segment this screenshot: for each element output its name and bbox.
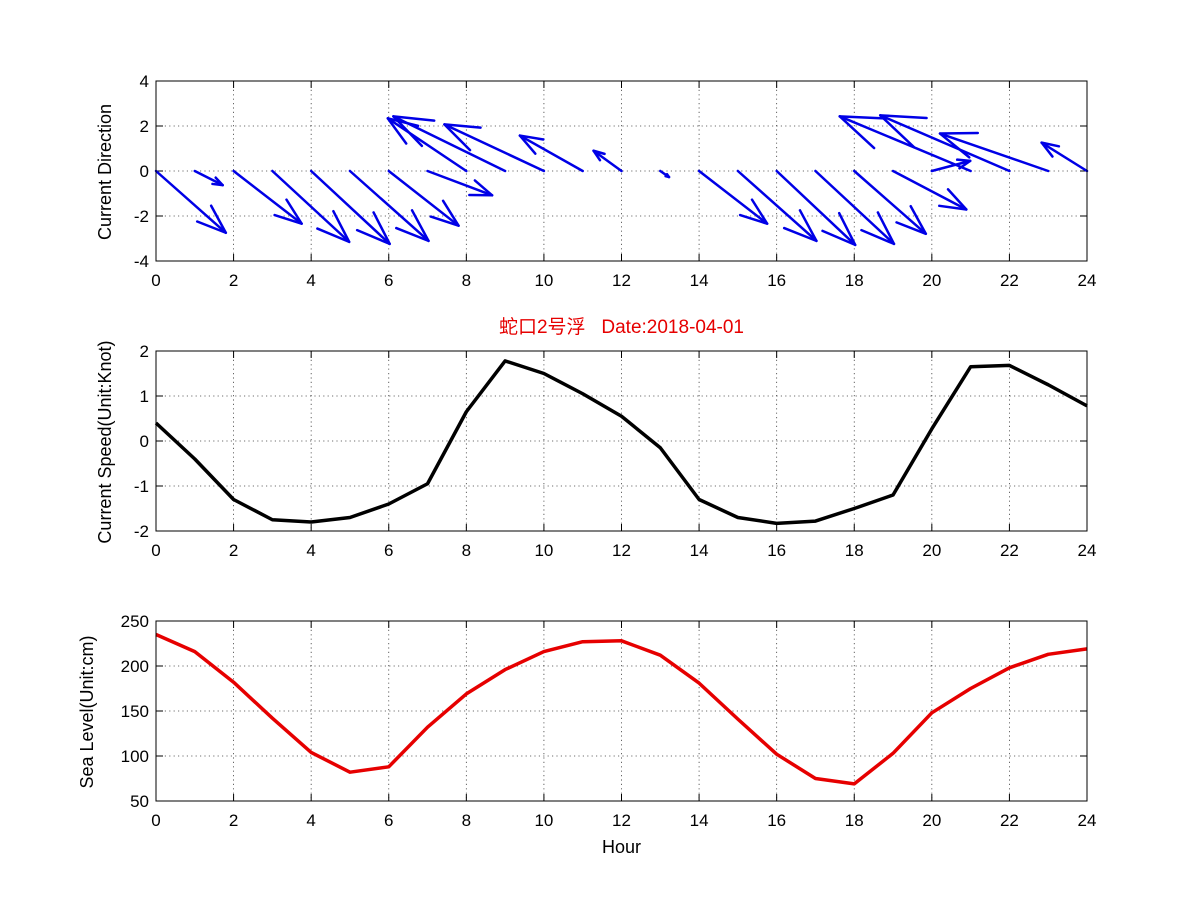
direction-arrow	[838, 115, 972, 173]
direction-arrow	[659, 169, 671, 179]
chart-title: 蛇口2号浮 Date:2018-04-01	[499, 316, 744, 338]
x-tick-label: 12	[612, 811, 631, 830]
direction-arrow	[814, 169, 896, 246]
x-tick-label: 2	[229, 541, 238, 560]
y-tick-label: 4	[140, 72, 149, 91]
x-tick-label: 16	[767, 541, 786, 560]
x-tick-label: 6	[384, 541, 393, 560]
y-tick-label: 150	[121, 702, 149, 721]
x-tick-label: 24	[1078, 271, 1097, 290]
x-tick-label: 20	[922, 541, 941, 560]
direction-arrow	[426, 169, 494, 197]
y-axis-label: Current Speed(Unit:Knot)	[95, 340, 115, 543]
direction-arrow	[154, 169, 228, 235]
direction-arrow	[387, 169, 460, 227]
y-tick-label: 1	[140, 387, 149, 406]
axes-frame	[155, 350, 1088, 532]
x-tick-label: 18	[845, 271, 864, 290]
x-tick-label: 12	[612, 541, 631, 560]
y-tick-label: 0	[140, 432, 149, 451]
x-tick-label: 20	[922, 811, 941, 830]
x-tick-label: 22	[1000, 541, 1019, 560]
axes-frame	[155, 80, 1088, 262]
x-tick-label: 20	[922, 271, 941, 290]
y-axis-label: Current Direction	[95, 104, 115, 240]
direction-arrow	[348, 169, 430, 243]
x-tick-label: 18	[845, 541, 864, 560]
direction-arrow	[1040, 141, 1089, 173]
y-tick-label: 100	[121, 747, 149, 766]
y-tick-label: -1	[134, 477, 149, 496]
series-line	[154, 359, 1088, 526]
x-tick-label: 4	[306, 541, 315, 560]
x-tick-label: 24	[1078, 541, 1097, 560]
direction-arrow	[392, 115, 507, 173]
x-tick-label: 22	[1000, 271, 1019, 290]
direction-arrow	[736, 169, 818, 243]
direction-arrow	[232, 169, 303, 225]
direction-arrow	[697, 169, 769, 225]
x-tick-label: 8	[462, 271, 471, 290]
x-tick-label: 2	[229, 271, 238, 290]
direction-arrow	[271, 169, 351, 244]
y-tick-label: -2	[134, 522, 149, 541]
x-tick-label: 16	[767, 271, 786, 290]
x-tick-label: 4	[306, 271, 315, 290]
direction-arrow	[193, 169, 224, 187]
series-line	[155, 632, 1088, 786]
y-tick-label: 0	[140, 162, 149, 181]
x-tick-label: 16	[767, 811, 786, 830]
direction-arrow	[938, 131, 1050, 173]
y-tick-label: -2	[134, 207, 149, 226]
x-tick-label: 0	[151, 271, 160, 290]
x-tick-label: 24	[1078, 811, 1097, 830]
x-tick-label: 14	[690, 271, 709, 290]
x-tick-label: 2	[229, 811, 238, 830]
x-tick-label: 10	[534, 271, 553, 290]
x-tick-label: 6	[384, 811, 393, 830]
x-tick-label: 14	[690, 811, 709, 830]
y-tick-label: 50	[130, 792, 149, 811]
x-tick-label: 18	[845, 811, 864, 830]
x-tick-label: 0	[151, 541, 160, 560]
x-tick-label: 10	[534, 811, 553, 830]
x-tick-label: 22	[1000, 811, 1019, 830]
direction-arrow	[309, 169, 391, 246]
direction-arrow	[891, 169, 968, 211]
direction-arrow	[930, 158, 972, 173]
x-tick-label: 0	[151, 811, 160, 830]
y-tick-label: 200	[121, 657, 149, 676]
x-tick-label: 10	[534, 541, 553, 560]
y-tick-label: 2	[140, 117, 149, 136]
y-tick-label: 2	[140, 342, 149, 361]
direction-arrow	[853, 169, 928, 236]
y-axis-label: Sea Level(Unit:cm)	[77, 635, 97, 788]
x-tick-label: 4	[306, 811, 315, 830]
direction-arrow	[878, 114, 1011, 173]
direction-arrow	[592, 149, 623, 173]
y-tick-label: -4	[134, 252, 149, 271]
axes-frame	[155, 620, 1088, 802]
x-tick-label: 14	[690, 541, 709, 560]
x-tick-label: 8	[462, 541, 471, 560]
y-tick-label: 250	[121, 612, 149, 631]
direction-arrow	[443, 123, 546, 173]
x-tick-label: 12	[612, 271, 631, 290]
direction-arrow	[518, 134, 584, 173]
direction-arrow	[775, 169, 857, 247]
x-tick-label: 8	[462, 811, 471, 830]
x-tick-label: 6	[384, 271, 393, 290]
x-axis-label: Hour	[602, 837, 641, 857]
